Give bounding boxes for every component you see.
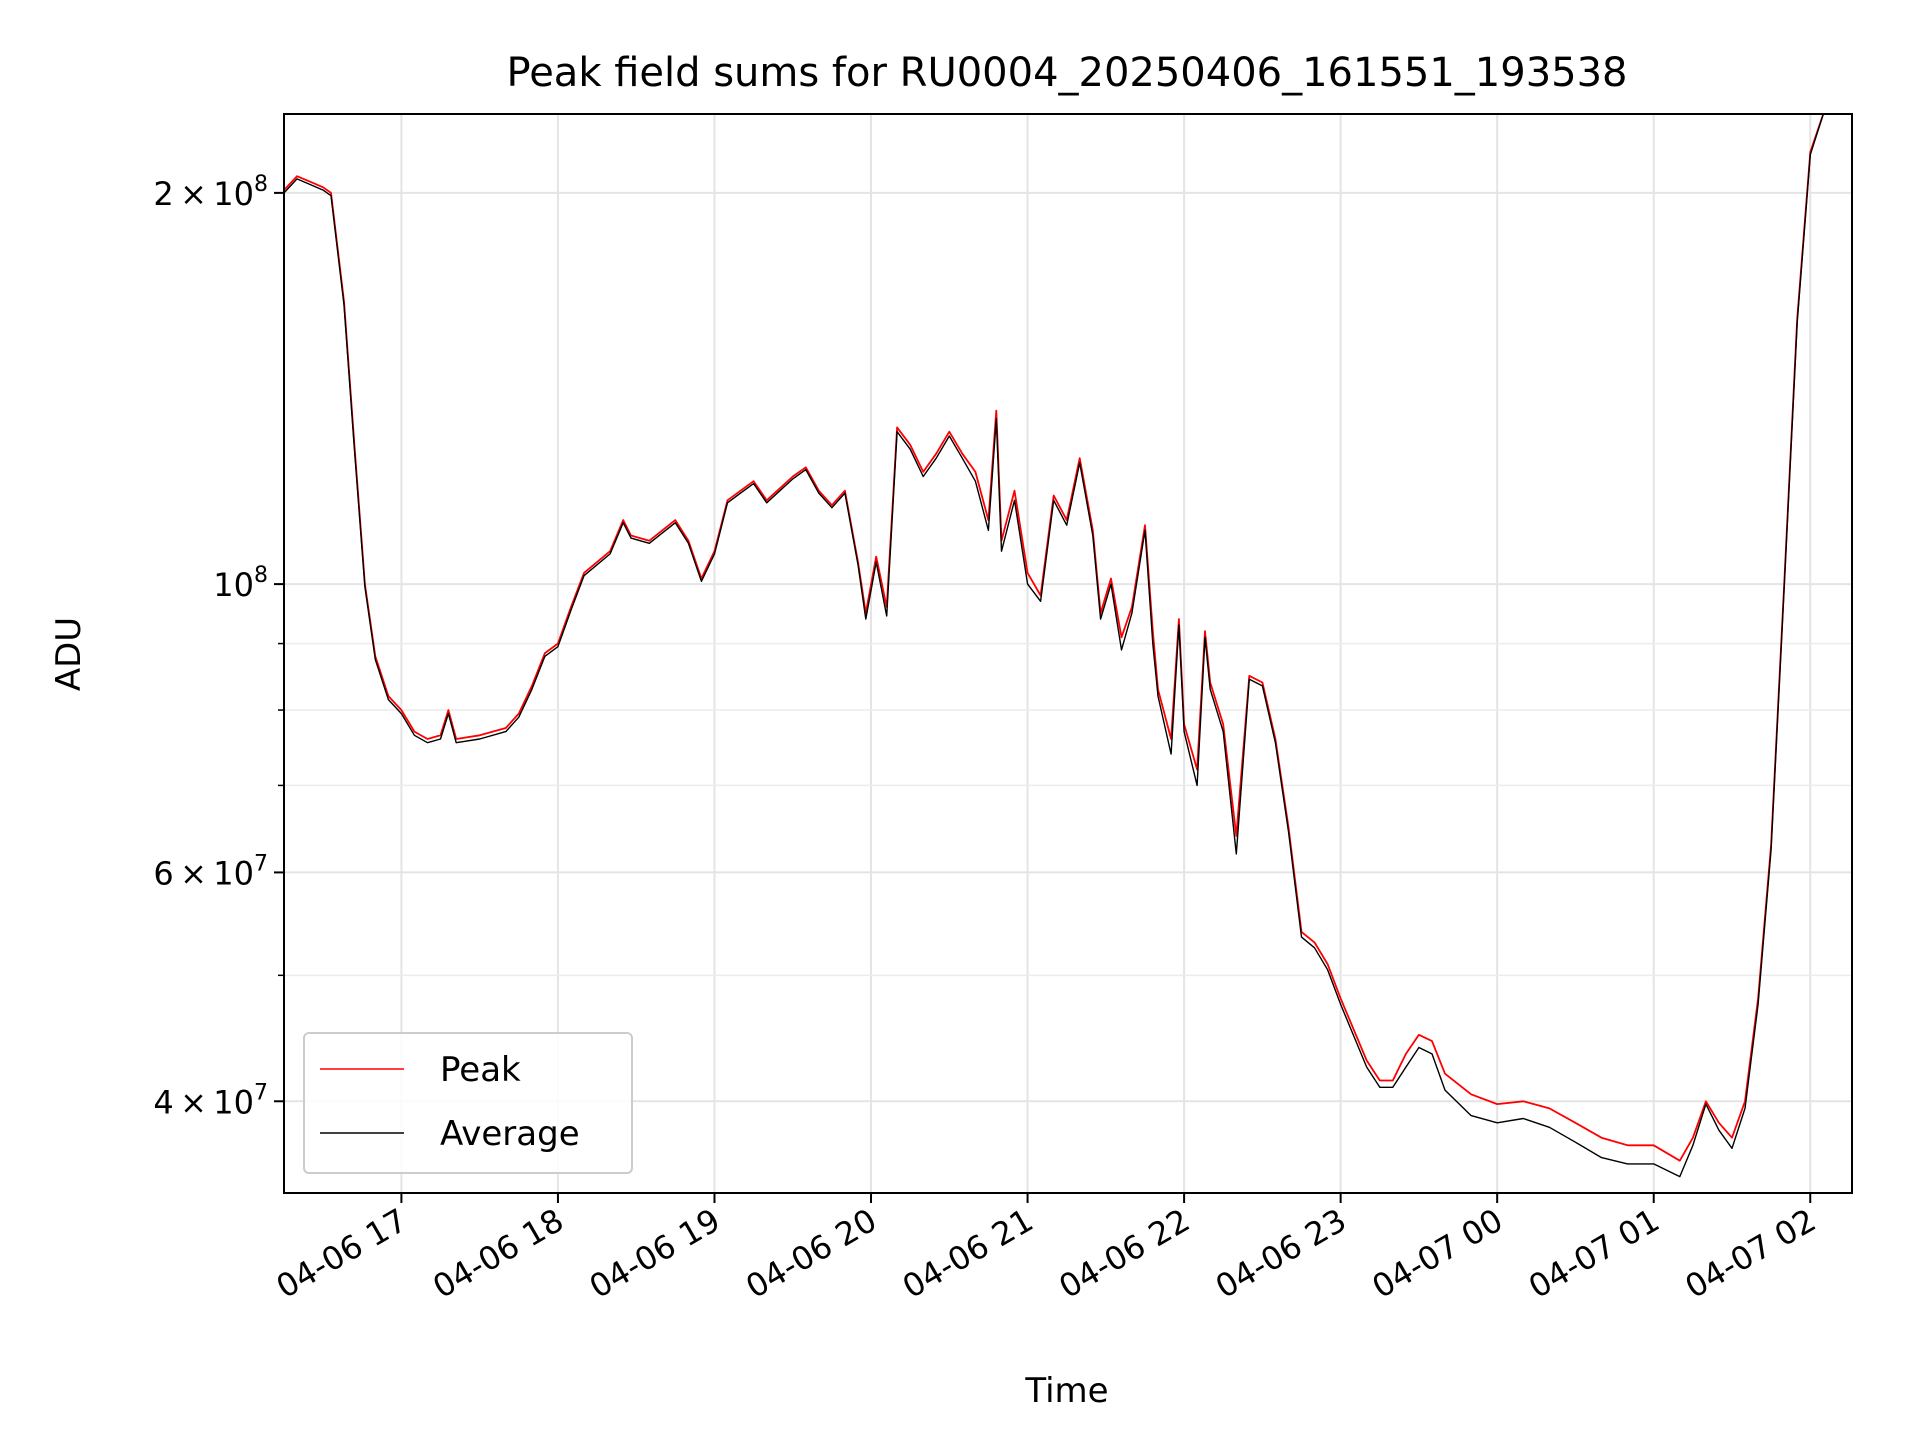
- y-tick-label: 6 × 107: [153, 851, 268, 892]
- legend-box: [303, 1032, 633, 1174]
- y-axis-label: ADU: [49, 617, 89, 691]
- y-tick-label: 108: [213, 563, 268, 604]
- series-line-average: [284, 114, 1852, 1178]
- legend-label-peak: Peak: [440, 1050, 521, 1090]
- plot-frame: [283, 113, 1853, 1194]
- legend-label-average: Average: [440, 1114, 580, 1154]
- chart-title: Peak field sums for RU0004_20250406_1615…: [507, 50, 1628, 96]
- x-axis-label: Time: [1024, 1371, 1108, 1411]
- grid-lines: [284, 114, 1852, 1193]
- y-tick-label: 4 × 107: [153, 1080, 268, 1121]
- legend: Peak Average: [303, 1032, 633, 1174]
- y-axis: 4 × 107 6 × 107 108 2 × 108: [153, 172, 284, 1121]
- series-line-peak: [284, 114, 1852, 1162]
- series-group: [284, 114, 1852, 1178]
- y-tick-label: 2 × 108: [153, 172, 268, 213]
